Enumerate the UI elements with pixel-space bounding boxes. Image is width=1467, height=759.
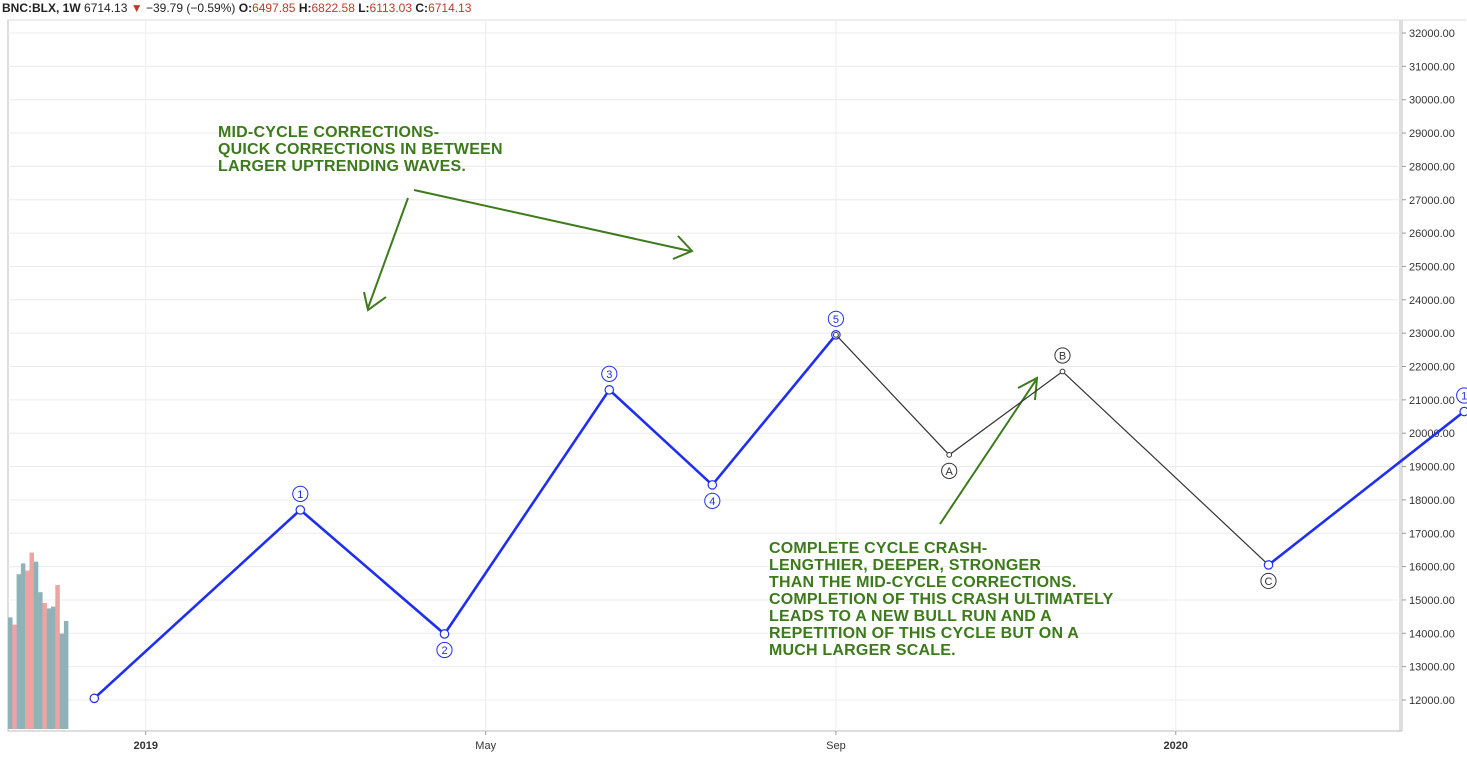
y-tick-label: 31000.00	[1409, 61, 1455, 73]
impulse-wave-line	[1267, 409, 1467, 566]
elliott-waves: 12345ABC12345ABC12345ABC	[89, 310, 1467, 704]
x-tick-label: Sep	[826, 740, 846, 752]
x-tick-label: May	[475, 740, 496, 752]
wave-label-circle	[1456, 387, 1467, 404]
open-label: O:	[238, 1, 253, 15]
arrow-1-shaft	[367, 197, 409, 309]
y-tick-label: 21000.00	[1409, 395, 1455, 407]
chart-header: BNC:BLX, 1W 6714.13 ▼ −39.79 (−0.59%) O:…	[2, 0, 471, 18]
volume-bar	[63, 621, 69, 729]
y-tick-label: 20000.00	[1409, 428, 1455, 440]
plot-frame	[7, 19, 1401, 732]
y-tick-label: 25000.00	[1409, 261, 1455, 273]
y-axis-ticks: 12000.00 13000.00 14000.00 15000.00 16000.00…	[1402, 28, 1455, 707]
low-label: L:	[358, 1, 370, 15]
y-tick-label: 24000.00	[1409, 295, 1455, 307]
wave-point	[439, 629, 450, 639]
x-tick-label: 2020	[1164, 740, 1188, 752]
change-arrow: ▼	[130, 1, 143, 15]
volume-bar	[33, 561, 39, 729]
impulse-wave-line	[93, 333, 837, 700]
volume-bar	[46, 608, 52, 729]
wave-label-circle	[292, 485, 309, 503]
wave-label: 1	[1461, 391, 1467, 403]
volume-bar	[51, 606, 56, 729]
volume-bar	[29, 552, 34, 729]
volume-bars	[8, 552, 69, 729]
wave-label-circle	[1054, 347, 1071, 364]
volume-bar	[25, 570, 30, 729]
wave-point	[1059, 368, 1066, 375]
wave-label: C	[1265, 576, 1273, 588]
wave-label: 1	[297, 489, 303, 501]
arrow-2-head	[672, 235, 694, 260]
y-tick-label: 29000.00	[1409, 128, 1455, 140]
volume-bar	[12, 624, 17, 729]
y-tick-label: 18000.00	[1409, 495, 1455, 507]
symbol-label: BNC:BLX, 1W	[2, 1, 81, 15]
wave-label: 3	[606, 369, 612, 381]
high-label: H:	[298, 1, 312, 15]
wave-point	[89, 693, 100, 704]
wave-point	[946, 451, 953, 458]
high-value: 6822.58	[311, 1, 355, 15]
wave-label: 2	[441, 645, 447, 657]
annotation-arrows	[363, 189, 1039, 525]
open-value: 6497.85	[252, 1, 296, 15]
wave-label-circle	[827, 310, 845, 327]
close-value: 6714.13	[428, 1, 472, 15]
price-change: −39.79 (−0.59%)	[145, 1, 236, 15]
y-tick-label: 17000.00	[1409, 528, 1455, 540]
mid-cycle-annotation: MID-CYCLE CORRECTIONS- QUICK CORRECTIONS…	[218, 124, 503, 175]
volume-bar	[55, 585, 60, 729]
volume-bar	[38, 592, 43, 729]
wave-point	[1459, 406, 1467, 417]
volume-bar	[59, 633, 65, 729]
wave-label: 5	[833, 314, 839, 326]
volume-bar	[16, 574, 22, 729]
wave-label-circle	[1260, 572, 1277, 590]
y-tick-label: 12000.00	[1409, 695, 1455, 707]
wave-point	[833, 331, 839, 338]
volume-bar	[8, 617, 13, 729]
wave-label-circle	[941, 462, 958, 479]
wave-point	[295, 505, 306, 515]
y-tick-label: 30000.00	[1409, 95, 1455, 107]
y-tick-label: 26000.00	[1409, 228, 1455, 240]
y-tick-label: 22000.00	[1409, 362, 1455, 374]
arrow-1-head	[363, 291, 387, 312]
y-tick-label: 15000.00	[1409, 595, 1455, 607]
x-axis-ticks: Sep2019MaySep2020MaySep2021MaySep2022May…	[134, 731, 1188, 752]
last-price: 6714.13	[84, 1, 128, 15]
arrow-3-shaft	[939, 379, 1037, 525]
wave-point	[604, 385, 615, 395]
corrective-wave-line	[835, 334, 1269, 566]
arrow-3-head	[1017, 376, 1039, 401]
wave-label-circle	[601, 365, 618, 382]
volume-bar	[20, 563, 26, 729]
y-tick-label: 32000.00	[1409, 28, 1455, 40]
low-value: 6113.03	[369, 1, 413, 15]
wave-point	[1263, 560, 1274, 570]
y-tick-label: 23000.00	[1409, 328, 1455, 340]
wave-point	[707, 480, 718, 490]
wave-label-circle	[704, 492, 721, 509]
wave-label: B	[1059, 351, 1066, 363]
x-tick-label: 2019	[134, 740, 158, 752]
close-label: C:	[415, 1, 429, 15]
y-tick-label: 16000.00	[1409, 562, 1455, 574]
wave-label-circle	[436, 641, 453, 659]
volume-bar	[42, 603, 47, 729]
y-tick-label: 14000.00	[1409, 628, 1455, 640]
y-tick-label: 13000.00	[1409, 662, 1455, 674]
y-tick-label: 27000.00	[1409, 195, 1455, 207]
complete-cycle-annotation: COMPLETE CYCLE CRASH- LENGTHIER, DEEPER,…	[769, 540, 1114, 659]
wave-label: A	[946, 466, 954, 478]
y-tick-label: 19000.00	[1409, 462, 1455, 474]
wave-label: 4	[709, 496, 715, 508]
y-tick-label: 28000.00	[1409, 161, 1455, 173]
arrow-2-shaft	[413, 189, 691, 252]
